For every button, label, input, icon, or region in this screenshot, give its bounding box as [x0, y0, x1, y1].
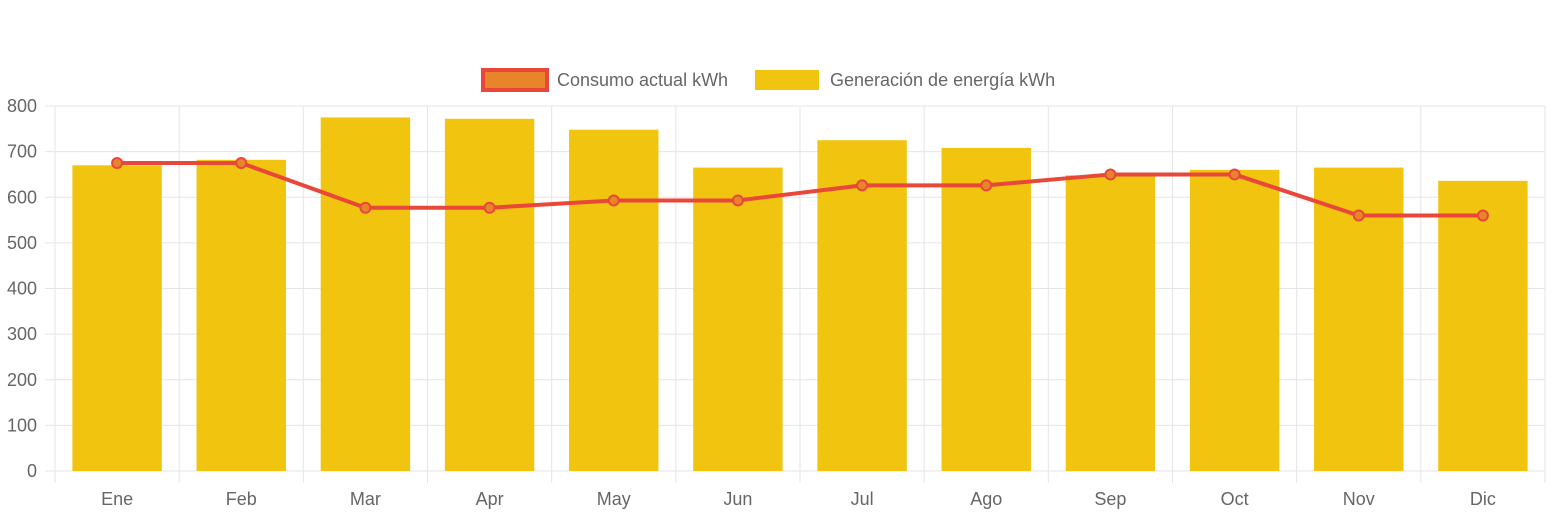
x-tick-label: Ene [101, 489, 133, 509]
x-tick-label: Jun [723, 489, 752, 509]
point-jun[interactable] [731, 194, 744, 207]
point-may[interactable] [607, 194, 620, 207]
x-tick-label: Jul [851, 489, 874, 509]
y-tick-label: 0 [27, 461, 37, 481]
y-tick-label: 700 [7, 142, 37, 162]
legend-swatch-generacion [755, 70, 819, 90]
bar-sep[interactable] [1065, 175, 1156, 471]
point-oct[interactable] [1228, 168, 1241, 181]
y-axis: 0 100 200 300 400 500 600 700 800 [7, 96, 37, 481]
x-tick-label: Mar [350, 489, 381, 509]
point-sep[interactable] [1104, 168, 1117, 181]
legend-label-consumo: Consumo actual kWh [557, 70, 728, 90]
bar-feb[interactable] [196, 159, 286, 471]
bar-series [72, 117, 1528, 472]
legend-item-consumo[interactable]: Consumo actual kWh [481, 68, 728, 92]
legend-label-generacion: Generación de energía kWh [830, 70, 1055, 90]
y-tick-label: 300 [7, 324, 37, 344]
y-tick-label: 100 [7, 415, 37, 435]
point-jul[interactable] [856, 179, 869, 192]
grid-lines [45, 105, 1546, 483]
y-tick-label: 400 [7, 279, 37, 299]
line-series [111, 157, 1489, 222]
y-tick-label: 500 [7, 233, 37, 253]
bar-apr[interactable] [444, 118, 535, 472]
bar-jun[interactable] [693, 167, 783, 471]
point-mar[interactable] [359, 201, 372, 214]
consumo-line [115, 161, 1485, 218]
x-tick-label: Dic [1470, 489, 1496, 509]
x-tick-label: Apr [476, 489, 504, 509]
x-tick-label: Oct [1221, 489, 1249, 509]
bar-oct[interactable] [1189, 169, 1280, 471]
x-tick-label: Ago [970, 489, 1002, 509]
x-tick-label: Sep [1094, 489, 1126, 509]
bar-ago[interactable] [941, 147, 1031, 471]
bar-ene[interactable] [72, 165, 162, 471]
x-axis: Ene Feb Mar Apr May Jun Jul Ago Sep Oct Nov Dic [101, 489, 1496, 509]
bar-mar[interactable] [320, 117, 411, 471]
point-ene[interactable] [111, 157, 124, 170]
y-tick-label: 800 [7, 96, 37, 116]
legend: Consumo actual kWh Generación de energía… [481, 68, 1055, 92]
point-feb[interactable] [235, 157, 248, 170]
point-dic[interactable] [1476, 209, 1489, 222]
x-tick-label: Nov [1343, 489, 1375, 509]
point-nov[interactable] [1352, 209, 1365, 222]
bar-jul[interactable] [817, 140, 907, 471]
y-tick-label: 200 [7, 370, 37, 390]
legend-item-generacion[interactable]: Generación de energía kWh [755, 70, 1055, 90]
bar-may[interactable] [569, 129, 659, 471]
legend-swatch-consumo [481, 68, 549, 92]
point-apr[interactable] [483, 201, 496, 214]
point-ago[interactable] [980, 179, 993, 192]
y-tick-label: 600 [7, 187, 37, 207]
bar-dic[interactable] [1438, 180, 1528, 471]
x-tick-label: May [597, 489, 631, 509]
x-tick-label: Feb [226, 489, 257, 509]
